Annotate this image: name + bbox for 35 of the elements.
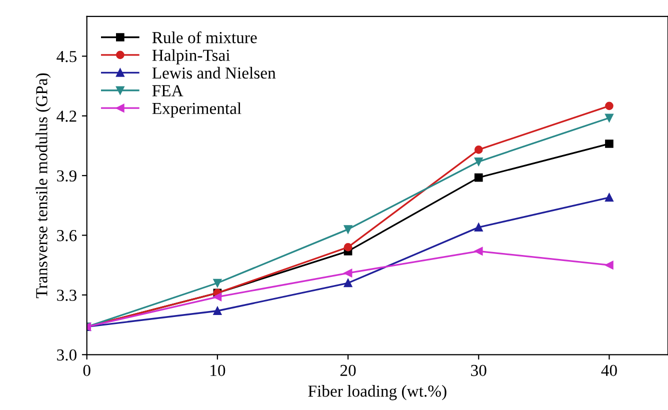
point (474, 173, 483, 182)
point (474, 146, 483, 154)
point (213, 292, 222, 302)
legend-label: FEA (152, 85, 184, 96)
x-tick-label: 40 (601, 364, 617, 376)
legend-label: Lewis and Nielsen (152, 66, 276, 79)
point (344, 243, 352, 252)
point (344, 268, 352, 278)
x-axis-title: Fiber loading (wt.%) (308, 385, 446, 400)
point (605, 260, 614, 270)
point (605, 140, 614, 148)
legend-label: Rule of mixture (152, 31, 257, 44)
point (474, 223, 483, 232)
y-tick-label: 4.2 (56, 110, 76, 122)
point (474, 247, 483, 256)
y-tick-label: 3.0 (57, 349, 76, 361)
x-tick-label: 20 (340, 364, 356, 376)
point (344, 278, 352, 288)
point (605, 193, 614, 202)
point (213, 306, 222, 316)
point (605, 102, 614, 110)
point (605, 114, 614, 122)
x-tick-label: 10 (210, 364, 226, 376)
point (474, 157, 483, 166)
point (213, 278, 222, 288)
y-tick-label: 4.5 (56, 51, 76, 62)
x-tick-label: 30 (471, 364, 486, 376)
legend-label: Halpin-Tsai (152, 49, 230, 64)
legend-label: Experimental (152, 102, 242, 118)
y-axis-title: Transverse tensile modulus (GPa) (36, 73, 51, 298)
y-tick-label: 3.6 (57, 230, 77, 242)
x-tick-label: 0 (83, 364, 90, 376)
y-tick-label: 3.3 (57, 290, 76, 301)
point (344, 225, 352, 234)
y-tick-label: 3.9 (57, 170, 76, 182)
